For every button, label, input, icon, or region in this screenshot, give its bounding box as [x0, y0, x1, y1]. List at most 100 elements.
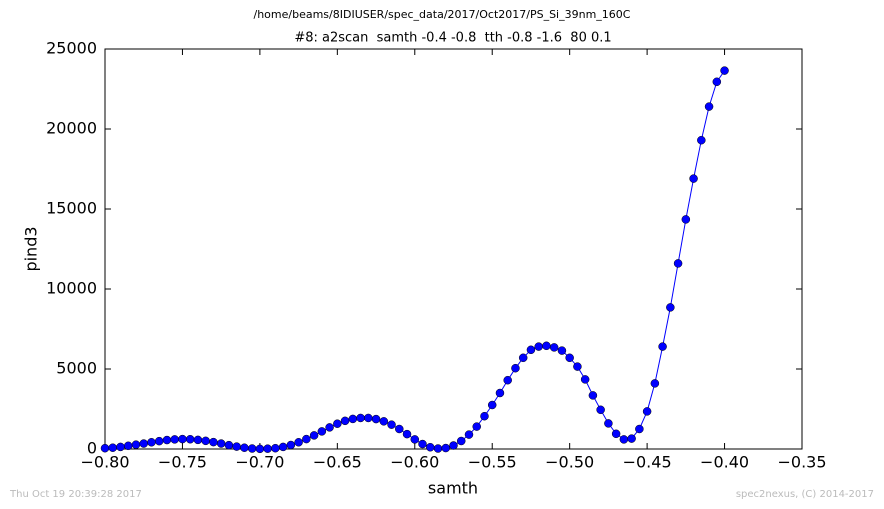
data-point: [456, 436, 466, 446]
data-point: [395, 424, 404, 434]
data-point: [364, 413, 373, 423]
series-line: [104, 70, 725, 450]
data-point: [333, 419, 342, 428]
y-axis-label: pind3: [22, 226, 41, 271]
x-tick-label: −0.70: [235, 453, 284, 472]
data-point: [325, 423, 334, 432]
data-point: [642, 407, 652, 416]
data-point: [410, 435, 420, 444]
data-point: [185, 434, 195, 444]
data-point: [255, 444, 265, 454]
data-point: [201, 436, 210, 446]
x-tick-label: −0.50: [545, 453, 594, 472]
y-tick-label: 15000: [46, 199, 97, 218]
data-point: [712, 77, 722, 87]
data-point: [240, 443, 249, 452]
data-point: [573, 362, 582, 371]
data-point: [681, 215, 691, 224]
data-point: [278, 442, 288, 452]
data-point: [487, 400, 497, 410]
data-point: [309, 431, 319, 440]
data-point: [178, 434, 187, 444]
data-point: [286, 440, 296, 450]
data-point: [549, 343, 559, 352]
data-point: [371, 414, 381, 424]
data-point: [720, 66, 729, 75]
data-point: [247, 444, 257, 453]
data-point: [580, 375, 590, 384]
data-point: [348, 414, 358, 424]
data-point: [511, 363, 520, 373]
x-tick-label: −0.35: [777, 453, 826, 472]
suptitle: /home/beams/8IDIUSER/spec_data/2017/Oct2…: [254, 8, 631, 21]
data-point: [387, 420, 396, 429]
data-point: [697, 135, 706, 145]
data-point: [209, 437, 218, 447]
data-point: [557, 346, 567, 355]
data-point: [108, 443, 117, 452]
data-point: [565, 353, 574, 363]
data-point: [402, 429, 412, 439]
data-point: [302, 434, 311, 444]
data-point: [139, 439, 148, 448]
data-point: [534, 342, 543, 351]
data-point: [495, 388, 505, 398]
data-point: [232, 442, 241, 451]
data-point: [666, 303, 675, 312]
data-point: [658, 342, 667, 351]
data-point: [464, 430, 474, 439]
data-point: [162, 435, 172, 445]
data-point: [518, 353, 528, 363]
footer-left: Thu Oct 19 20:39:28 2017: [9, 489, 142, 500]
data-point: [650, 379, 660, 388]
data-point: [356, 413, 365, 423]
footer-right: spec2nexus, (C) 2014-2017: [736, 489, 874, 500]
x-tick-label: −0.60: [390, 453, 439, 472]
data-point: [673, 259, 683, 268]
plot-frame: [104, 48, 803, 450]
y-tick-label: 20000: [46, 119, 97, 138]
data-point: [418, 439, 427, 449]
x-tick-label: −0.55: [468, 453, 517, 472]
data-point: [441, 443, 451, 453]
data-point: [294, 438, 303, 447]
data-point: [116, 442, 125, 452]
data-point: [131, 440, 141, 449]
x-tick-label: −0.80: [80, 453, 129, 472]
chart-title: #8: a2scan samth -0.4 -0.8 tth -0.8 -1.6…: [294, 31, 611, 46]
data-point: [635, 424, 644, 434]
data-point: [689, 174, 698, 183]
data-point: [611, 429, 621, 439]
data-point: [449, 441, 458, 450]
y-tick-label: 0: [87, 439, 97, 458]
data-point: [604, 419, 613, 428]
data-point: [619, 435, 629, 444]
data-point: [216, 439, 226, 448]
data-point: [224, 440, 234, 450]
data-point: [317, 427, 327, 436]
y-tick-label: 5000: [56, 359, 97, 378]
y-tick-label: 10000: [46, 279, 97, 298]
data-point: [426, 442, 435, 452]
data-point: [340, 416, 350, 426]
data-point: [588, 391, 598, 400]
x-tick-label: −0.40: [700, 453, 749, 472]
x-tick-label: −0.75: [158, 453, 207, 472]
data-point: [193, 435, 203, 445]
data-point: [170, 435, 179, 444]
data-point: [627, 434, 636, 443]
x-tick-label: −0.65: [313, 453, 362, 472]
data-point: [147, 438, 156, 447]
data-point: [100, 443, 110, 453]
data-point: [271, 443, 280, 453]
data-point: [596, 405, 605, 415]
data-point: [503, 375, 512, 385]
data-point: [154, 436, 164, 446]
x-tick-label: −0.45: [623, 453, 672, 472]
data-point: [263, 444, 272, 453]
data-point: [433, 444, 443, 453]
y-tick-label: 25000: [46, 39, 97, 58]
data-point: [123, 441, 133, 451]
data-point: [480, 411, 489, 421]
